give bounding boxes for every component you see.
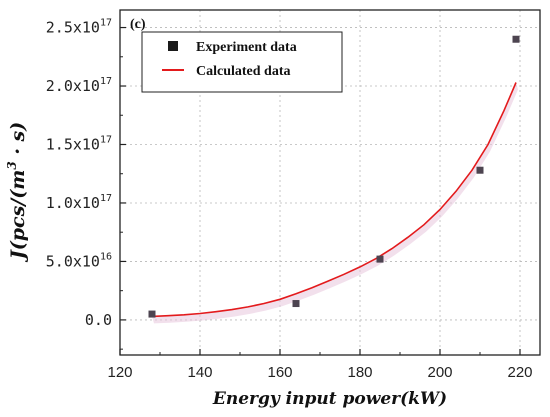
x-tick-label: 120: [107, 364, 132, 381]
x-tick-label: 160: [267, 364, 292, 381]
axis-ticks: [119, 26, 521, 355]
x-axis-title: Energy input power(kW): [212, 389, 447, 409]
experiment-point: [292, 300, 300, 308]
x-tick-label: 200: [427, 364, 452, 381]
y-tick-label: 2.0x1017: [46, 76, 112, 95]
experiment-points-layer: [148, 35, 520, 318]
legend-label-experiment: Experiment data: [196, 40, 297, 55]
plot-frame: [119, 9, 541, 356]
experiment-point: [376, 255, 384, 263]
y-tick-label: 1.5x1017: [46, 134, 112, 153]
legend-marker-experiment: [168, 41, 178, 51]
x-tick-label: 140: [187, 364, 212, 381]
x-tick-label: 220: [507, 364, 532, 381]
panel-label: (c): [130, 17, 146, 32]
tick-labels: 120 140 160 180 200 220 0.0 5.0x1016 1.0x1017 1.5…: [46, 18, 533, 381]
experiment-point: [476, 166, 484, 174]
calculated-line: [151, 82, 517, 318]
legend: Experiment data Calculated data: [141, 31, 343, 93]
y-tick-label: 1.0x1017: [46, 193, 112, 212]
y-axis-title: J(pcs/(m3 · s): [5, 122, 29, 262]
legend-label-calculated: Calculated data: [196, 64, 291, 79]
experiment-point: [512, 35, 520, 43]
y-tick-label: 0.0: [85, 311, 112, 329]
experiment-point: [148, 310, 156, 318]
x-tick-label: 180: [347, 364, 372, 381]
y-tick-label: 5.0x1016: [46, 251, 112, 270]
y-tick-label: 2.5x1017: [46, 18, 112, 37]
calculated-line-layer: [151, 82, 517, 318]
